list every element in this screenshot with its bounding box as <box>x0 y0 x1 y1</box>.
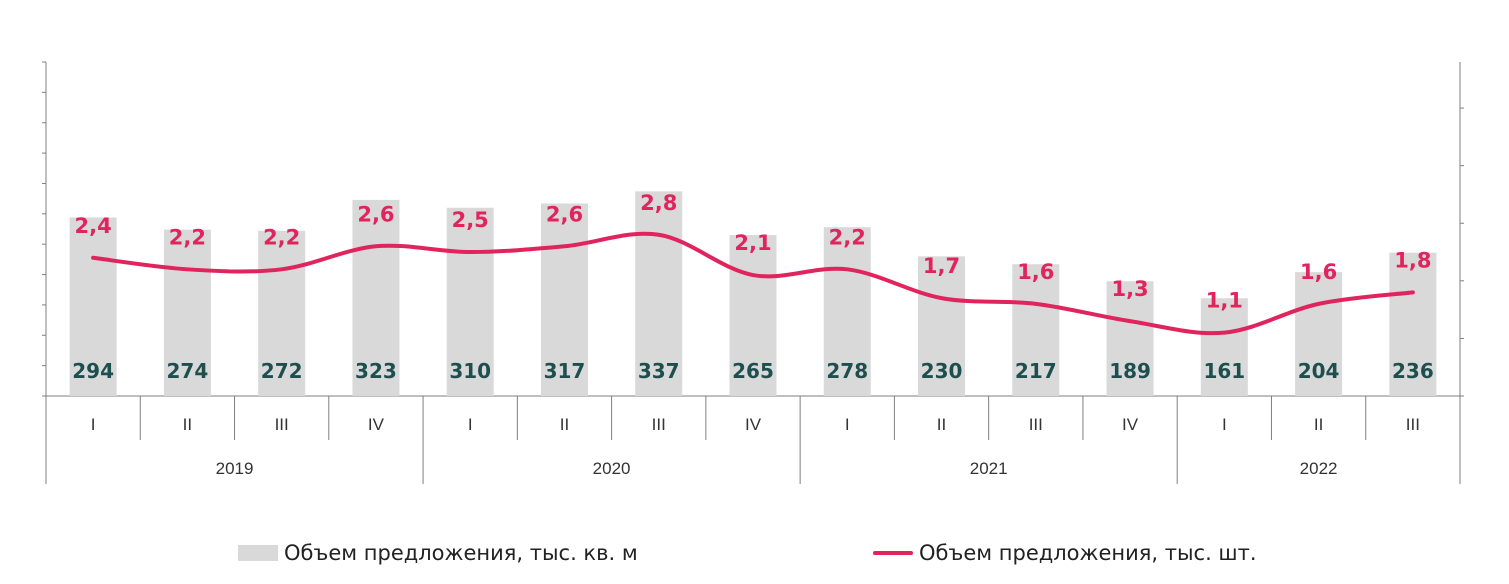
year-label: 2022 <box>1300 459 1338 478</box>
bar <box>352 199 400 396</box>
bar-value-label: 161 <box>1203 359 1245 383</box>
bar <box>729 235 777 396</box>
bar-value-label: 217 <box>1015 359 1057 383</box>
line-value-label: 2,6 <box>546 202 583 226</box>
legend-label-bars: Объем предложения, тыс. кв. м <box>284 541 638 565</box>
line-series <box>91 231 1415 336</box>
bar-value-label: 230 <box>921 359 963 383</box>
quarter-label: IV <box>745 415 762 434</box>
bar-value-label: 323 <box>355 359 397 383</box>
bar <box>1012 264 1060 396</box>
legend-label-line: Объем предложения, тыс. шт. <box>919 541 1257 565</box>
quarter-label: I <box>468 415 473 434</box>
bar <box>1106 281 1154 396</box>
line-value-label: 1,3 <box>1111 277 1148 301</box>
quarter-labels: I II III IV I II III IV I II III IV I II III <box>91 415 1420 434</box>
legend-item-bars: Объем предложения, тыс. кв. м <box>238 538 638 568</box>
bar-value-label: 189 <box>1109 359 1151 383</box>
quarter-label: II <box>560 415 569 434</box>
legend-swatch-bar <box>238 545 278 561</box>
quarter-label: IV <box>1122 415 1139 434</box>
bar <box>163 229 211 396</box>
year-labels: 2019 2020 2021 2022 <box>216 459 1338 478</box>
bar-value-labels: 294 274 272 323 310 317 337 265 278 230 217 189 161 2… <box>72 359 1433 383</box>
quarter-label: III <box>1029 415 1043 434</box>
quarter-label: II <box>937 415 946 434</box>
line-value-label: 2,5 <box>452 208 489 232</box>
legend-swatch-line <box>873 551 913 555</box>
bar-value-label: 272 <box>261 359 303 383</box>
bar <box>258 230 306 396</box>
quarter-label: III <box>275 415 289 434</box>
quarter-label: I <box>1222 415 1227 434</box>
quarter-label: I <box>845 415 850 434</box>
quarter-label: I <box>91 415 96 434</box>
line-value-labels: 2,4 2,2 2,2 2,6 2,5 2,6 2,8 2,1 2,2 1,7 1,6 1,3 1,1 1… <box>75 191 1432 313</box>
line-value-label: 2,4 <box>75 214 112 238</box>
line-value-label: 2,1 <box>734 231 771 255</box>
bar <box>1200 298 1248 396</box>
bar <box>540 203 588 396</box>
bar-value-label: 265 <box>732 359 774 383</box>
bar <box>1389 252 1437 396</box>
line-value-label: 1,6 <box>1017 260 1054 284</box>
line-value-label: 2,2 <box>169 225 206 249</box>
line-value-label: 1,7 <box>923 254 960 278</box>
legend-item-line: Объем предложения, тыс. шт. <box>873 538 1257 568</box>
bar-value-label: 274 <box>167 359 209 383</box>
line-value-label: 2,8 <box>640 191 677 215</box>
line-value-label: 2,2 <box>829 225 866 249</box>
bar-value-label: 294 <box>72 359 114 383</box>
year-label: 2021 <box>970 459 1008 478</box>
quarter-label: III <box>1406 415 1420 434</box>
bar <box>635 191 683 396</box>
bar-value-label: 310 <box>449 359 491 383</box>
year-label: 2020 <box>593 459 631 478</box>
line-value-label: 2,6 <box>357 202 394 226</box>
bar-value-label: 204 <box>1298 359 1340 383</box>
bar <box>446 207 494 396</box>
bar <box>918 256 966 396</box>
bar-series <box>69 191 1437 396</box>
bar-value-label: 317 <box>544 359 586 383</box>
quarter-label: IV <box>368 415 385 434</box>
line-value-label: 1,1 <box>1206 289 1243 313</box>
quarter-label: III <box>652 415 666 434</box>
line-value-label: 2,2 <box>263 225 300 249</box>
line-value-label: 1,8 <box>1394 248 1431 272</box>
bar-value-label: 337 <box>638 359 680 383</box>
quarter-label: II <box>183 415 192 434</box>
quarter-label: II <box>1314 415 1323 434</box>
year-label: 2019 <box>216 459 254 478</box>
line-value-label: 1,6 <box>1300 260 1337 284</box>
bar-value-label: 278 <box>826 359 868 383</box>
bar-value-label: 236 <box>1392 359 1434 383</box>
bar <box>823 227 871 396</box>
bar <box>1295 272 1343 396</box>
bar <box>69 217 117 396</box>
